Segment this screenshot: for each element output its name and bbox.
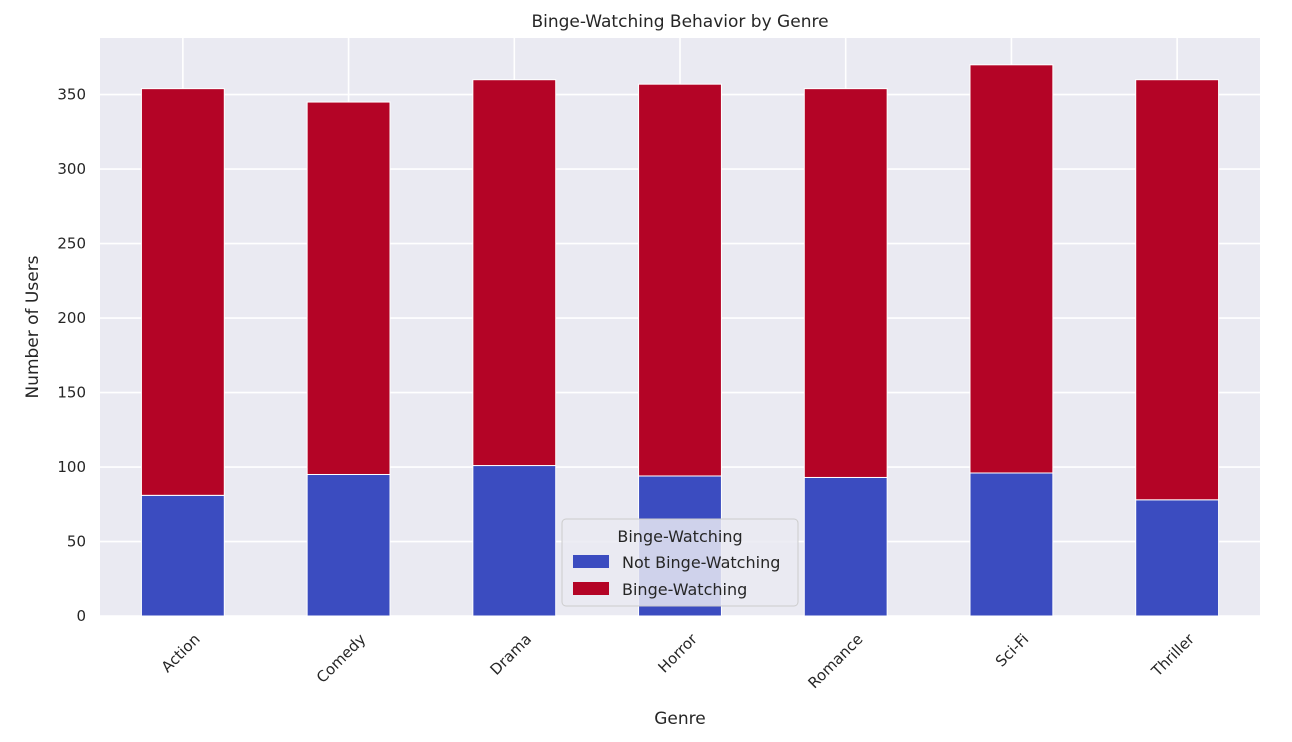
y-axis-label: Number of Users bbox=[23, 255, 43, 398]
chart-title: Binge-Watching Behavior by Genre bbox=[531, 12, 828, 32]
y-tick-label: 100 bbox=[57, 458, 86, 476]
x-tick-label: Drama bbox=[487, 630, 536, 679]
y-tick-label: 200 bbox=[57, 309, 86, 327]
bar-thriller-binge-watching bbox=[1135, 79, 1220, 501]
legend-entry-binge-watching: Binge-Watching bbox=[622, 580, 747, 599]
legend-swatch-not-binge-watching bbox=[573, 555, 609, 568]
x-tick-label: Sci-Fi bbox=[992, 630, 1032, 670]
y-tick-label: 50 bbox=[67, 533, 86, 551]
bar-sci-fi-binge-watching bbox=[969, 64, 1054, 474]
y-tick-label: 250 bbox=[57, 235, 86, 253]
legend-entry-not-binge-watching: Not Binge-Watching bbox=[622, 553, 780, 572]
legend-title: Binge-Watching bbox=[617, 527, 742, 546]
y-tick-label: 0 bbox=[76, 607, 86, 625]
x-tick-label: Romance bbox=[805, 630, 867, 692]
bar-action-not-binge-watching bbox=[140, 494, 225, 617]
x-axis-label: Genre bbox=[654, 709, 705, 729]
bar-thriller-not-binge-watching bbox=[1135, 499, 1220, 617]
x-tick-label: Horror bbox=[654, 630, 701, 677]
bar-horror-binge-watching bbox=[638, 83, 722, 477]
y-tick-labels: 0 50 100 150 200 250 300 350 bbox=[57, 86, 86, 625]
legend: Binge-Watching Not Binge-Watching Binge-… bbox=[561, 518, 799, 607]
legend-box bbox=[561, 518, 799, 607]
bar-action-binge-watching bbox=[140, 88, 225, 496]
x-tick-label: Comedy bbox=[313, 630, 370, 687]
y-tick-label: 300 bbox=[57, 160, 86, 178]
bar-comedy-binge-watching bbox=[306, 101, 391, 475]
y-tick-label: 350 bbox=[57, 86, 86, 104]
bar-romance-binge-watching bbox=[803, 88, 888, 478]
x-tick-label: Thriller bbox=[1147, 630, 1198, 681]
y-tick-label: 150 bbox=[57, 384, 86, 402]
bar-romance-not-binge-watching bbox=[803, 476, 888, 617]
bar-drama-not-binge-watching bbox=[472, 465, 557, 617]
legend-swatch-binge-watching bbox=[573, 582, 609, 595]
bar-comedy-not-binge-watching bbox=[306, 473, 391, 617]
bar-sci-fi-not-binge-watching bbox=[969, 472, 1054, 617]
bar-drama-binge-watching bbox=[472, 79, 557, 467]
x-tick-label: Action bbox=[158, 630, 204, 676]
x-tick-labels: Action Comedy Drama Horror Romance Sci-Fi Thri… bbox=[158, 630, 1199, 693]
